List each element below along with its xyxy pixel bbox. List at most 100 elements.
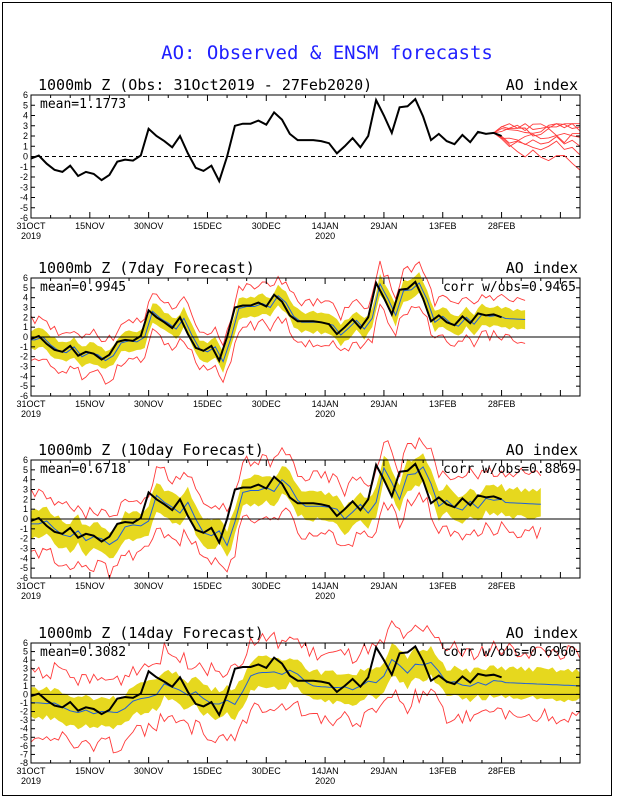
ensemble-mean-line — [31, 466, 541, 547]
panel-subtitle: AO index — [506, 624, 578, 642]
member-envelope-lower — [30, 491, 542, 581]
panel-subtitle: AO index — [506, 441, 578, 459]
x-tick-label: 15NOV — [75, 766, 105, 776]
y-tick-label: 6 — [23, 90, 28, 100]
y-tick-label: 3 — [23, 303, 28, 313]
x-tick-label: 30NOV — [134, 221, 164, 231]
x-tick-label: 31OCT — [16, 581, 46, 591]
x-year-label: 2019 — [21, 776, 41, 786]
x-tick-label: 14JAN — [312, 581, 339, 591]
member-envelope-lower — [30, 303, 526, 385]
x-tick-label: 30DEC — [252, 221, 282, 231]
x-year-label: 2019 — [21, 231, 41, 241]
member-line — [493, 123, 581, 138]
y-tick-label: 4 — [23, 475, 28, 485]
y-tick-label: -1 — [20, 342, 28, 352]
mean-label: mean=0.6718 — [40, 462, 126, 477]
x-year-label: 2019 — [21, 591, 41, 601]
y-tick-label: -8 — [20, 758, 28, 768]
y-tick-label: -4 — [20, 724, 28, 734]
member-line — [493, 132, 581, 156]
y-tick-label: -5 — [20, 732, 28, 742]
y-tick-label: 6 — [23, 455, 28, 465]
y-tick-label: 3 — [23, 664, 28, 674]
y-tick-label: 3 — [23, 121, 28, 131]
observed-line — [30, 97, 502, 184]
x-tick-label: 29JAN — [370, 581, 397, 591]
member-line — [493, 123, 581, 134]
x-tick-label: 31OCT — [16, 399, 46, 409]
x-tick-label: 31OCT — [16, 221, 46, 231]
y-tick-label: -7 — [20, 749, 28, 759]
x-tick-label: 13FEB — [429, 399, 457, 409]
member-line — [493, 132, 581, 144]
x-tick-label: 29JAN — [370, 221, 397, 231]
member-line — [493, 123, 581, 134]
observed-line — [30, 462, 502, 546]
x-year-label: 2020 — [315, 776, 335, 786]
x-tick-label: 30DEC — [252, 399, 282, 409]
member-line — [493, 132, 581, 147]
mean-label: mean=0.9945 — [40, 280, 126, 295]
y-tick-label: 4 — [23, 655, 28, 665]
y-tick-label: 0 — [23, 152, 28, 162]
member-envelope-upper — [30, 260, 526, 347]
observed-line — [30, 280, 502, 364]
y-tick-label: -6 — [20, 213, 28, 223]
y-tick-label: 0 — [23, 332, 28, 342]
y-tick-label: 2 — [23, 131, 28, 141]
x-tick-label: 15DEC — [193, 399, 223, 409]
x-tick-label: 28FEB — [488, 399, 516, 409]
mean-label: mean=1.1773 — [40, 97, 126, 112]
y-tick-label: -2 — [20, 352, 28, 362]
panel-title: 1000mb Z (7day Forecast) — [38, 259, 255, 277]
x-tick-label: 15DEC — [193, 221, 223, 231]
y-tick-label: 6 — [23, 638, 28, 648]
panel-title: 1000mb Z (10day Forecast) — [38, 441, 264, 459]
y-tick-label: -1 — [20, 524, 28, 534]
figure-title: AO: Observed & ENSM forecasts — [161, 42, 493, 64]
y-tick-label: -2 — [20, 172, 28, 182]
x-tick-label: 15NOV — [75, 399, 105, 409]
x-tick-label: 15DEC — [193, 766, 223, 776]
member-envelope-upper — [30, 436, 542, 520]
y-tick-label: -4 — [20, 193, 28, 203]
y-tick-label: -2 — [20, 534, 28, 544]
spread-band — [31, 453, 541, 559]
y-tick-label: 2 — [23, 312, 28, 322]
x-tick-label: 30NOV — [134, 766, 164, 776]
x-tick-label: 28FEB — [488, 581, 516, 591]
x-tick-label: 30NOV — [134, 399, 164, 409]
x-tick-label: 14JAN — [312, 399, 339, 409]
x-year-label: 2019 — [21, 409, 41, 419]
mean-label: mean=0.3082 — [40, 645, 126, 660]
y-tick-label: -6 — [20, 391, 28, 401]
correlation-label: corr w/obs=0.9465 — [443, 280, 576, 295]
y-tick-label: -6 — [20, 573, 28, 583]
y-tick-label: 5 — [23, 647, 28, 657]
x-tick-label: 30DEC — [252, 581, 282, 591]
x-tick-label: 13FEB — [429, 581, 457, 591]
y-tick-label: 3 — [23, 485, 28, 495]
panel-title: 1000mb Z (Obs: 31Oct2019 - 27Feb2020) — [38, 76, 372, 94]
panel-title: 1000mb Z (14day Forecast) — [38, 624, 264, 642]
y-tick-label: 0 — [23, 514, 28, 524]
y-tick-label: -4 — [20, 553, 28, 563]
ensemble-mean-line — [31, 282, 526, 363]
x-tick-label: 28FEB — [488, 766, 516, 776]
y-tick-label: -2 — [20, 707, 28, 717]
x-tick-label: 14JAN — [312, 766, 339, 776]
y-tick-label: 5 — [23, 465, 28, 475]
y-tick-label: 1 — [23, 681, 28, 691]
x-tick-label: 15NOV — [75, 221, 105, 231]
correlation-label: corr w/obs=0.8869 — [443, 462, 576, 477]
panel-subtitle: AO index — [506, 259, 578, 277]
panel-subtitle: AO index — [506, 76, 578, 94]
y-tick-label: 2 — [23, 494, 28, 504]
y-tick-label: -5 — [20, 203, 28, 213]
y-tick-label: -3 — [20, 715, 28, 725]
